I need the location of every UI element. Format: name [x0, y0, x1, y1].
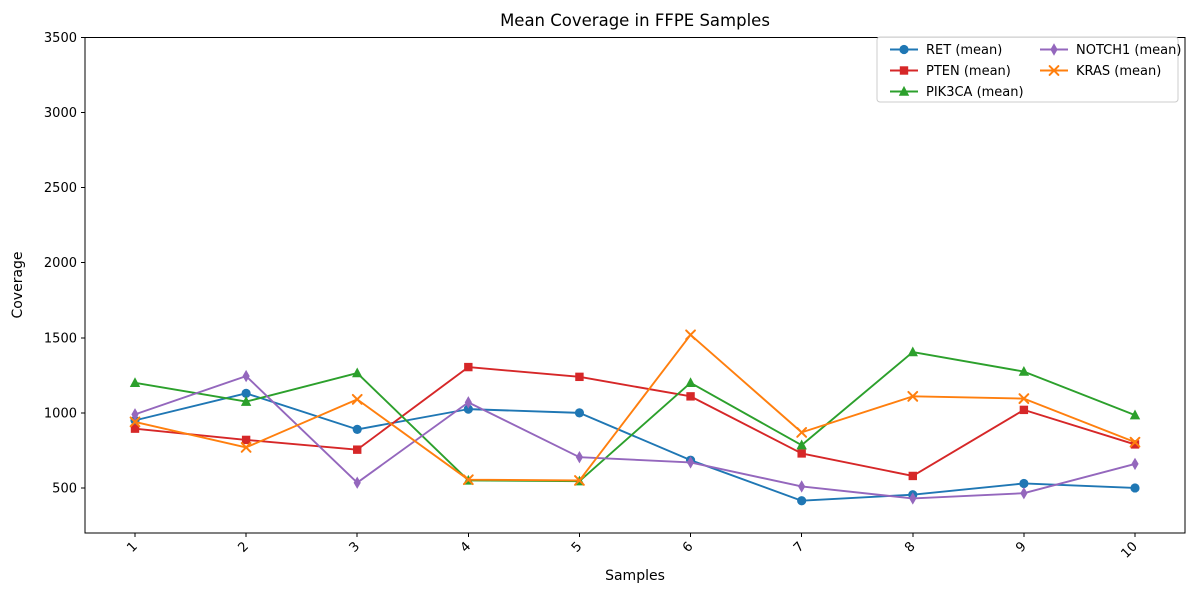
- x-axis-label: Samples: [605, 568, 665, 584]
- series-line-kras: [134, 333, 1136, 482]
- data-point-notch1: [131, 408, 139, 421]
- x-tick-label: 9: [1013, 539, 1029, 555]
- x-tick-label: 8: [902, 539, 918, 555]
- data-point-pik3ca: [240, 396, 252, 406]
- legend: RET (mean) PTEN (mean) PIK3CA (mean) NOTCH1…: [876, 36, 1181, 103]
- legend-marker-square: [899, 66, 909, 75]
- legend-label: PIK3CA (mean): [926, 85, 1024, 100]
- data-point-ret: [1019, 478, 1029, 489]
- data-point-kras: [574, 475, 585, 486]
- data-point-pten: [353, 445, 362, 454]
- plot-border: [84, 37, 1186, 534]
- data-point-pik3ca: [1129, 409, 1141, 420]
- legend-marker-x: [1048, 65, 1060, 76]
- legend-label: RET (mean): [926, 43, 1002, 58]
- data-point-kras: [462, 474, 474, 486]
- data-point-notch1: [575, 450, 584, 464]
- data-point-ret: [241, 388, 251, 398]
- x-tick-label: 7: [791, 539, 807, 555]
- data-point-kras: [685, 329, 696, 341]
- series-line-pten: [134, 366, 1136, 477]
- legend-item: PIK3CA (mean): [890, 85, 1024, 100]
- data-point-notch1: [909, 492, 917, 505]
- data-point-notch1: [798, 480, 806, 493]
- data-point-kras: [240, 442, 252, 453]
- x-tick-label: 4: [458, 539, 474, 555]
- data-point-pten: [686, 392, 695, 401]
- x-tick-label: 1: [124, 539, 140, 555]
- data-point-pten: [908, 471, 917, 481]
- data-point-ret: [1130, 483, 1140, 493]
- data-point-pten: [464, 362, 473, 372]
- data-point-kras: [129, 416, 141, 428]
- data-point-kras: [351, 393, 363, 405]
- legend-label: NOTCH1 (mean): [1076, 43, 1181, 58]
- data-point-pik3ca: [352, 367, 363, 378]
- y-tick-label: 3500: [44, 31, 77, 46]
- data-point-pten: [241, 435, 251, 445]
- data-point-ret: [352, 424, 362, 434]
- legend-item: PTEN (mean): [890, 64, 1011, 79]
- series-line-ret: [134, 392, 1136, 502]
- data-point-kras: [907, 390, 919, 402]
- data-point-pik3ca: [685, 377, 696, 388]
- legend-item: KRAS (mean): [1040, 64, 1161, 79]
- data-point-kras: [796, 426, 808, 438]
- data-point-pik3ca: [129, 377, 141, 388]
- y-tick-label: 2000: [44, 256, 77, 271]
- data-point-pten: [130, 424, 140, 433]
- data-point-pik3ca: [1018, 365, 1030, 376]
- x-tick-label: 10: [1119, 539, 1141, 561]
- x-tick-label: 5: [569, 539, 585, 555]
- y-tick-label: 3000: [44, 106, 77, 121]
- plot-area: 500 1000 1500 2000 2500 3000 3500 1 2 3 4 5 6 7 8 9 10: [44, 31, 1186, 562]
- legend-label: PTEN (mean): [926, 64, 1011, 79]
- y-tick-label: 1500: [44, 331, 77, 346]
- x-tick-label: 3: [347, 539, 363, 555]
- data-point-ret: [574, 408, 585, 418]
- y-tick-label: 1000: [44, 406, 77, 421]
- data-point-pten: [1019, 405, 1029, 415]
- data-point-pten: [797, 449, 806, 458]
- x-tick-label: 6: [680, 539, 696, 555]
- legend-item: NOTCH1 (mean): [1040, 43, 1181, 58]
- y-tick-label: 500: [52, 481, 77, 496]
- data-point-pten: [575, 372, 584, 382]
- data-point-pten: [1130, 440, 1140, 449]
- data-point-kras: [1129, 436, 1141, 448]
- data-point-notch1: [1020, 487, 1028, 500]
- y-tick-label: 2500: [44, 181, 77, 196]
- data-point-notch1: [242, 369, 250, 383]
- data-point-pik3ca: [796, 439, 807, 450]
- x-tick-label: 2: [235, 539, 251, 555]
- data-point-notch1: [1131, 457, 1139, 471]
- y-axis-label: Coverage: [10, 251, 26, 318]
- data-point-kras: [1018, 393, 1030, 405]
- data-point-notch1: [686, 456, 695, 469]
- chart-title: Mean Coverage in FFPE Samples: [500, 11, 770, 30]
- legend-marker-triangle: [898, 85, 910, 96]
- series-line-pik3ca: [134, 351, 1136, 483]
- legend-marker-circle: [899, 44, 909, 55]
- legend-marker-diamond: [1050, 43, 1058, 56]
- legend-label: KRAS (mean): [1076, 64, 1161, 79]
- data-point-ret: [463, 404, 473, 414]
- data-point-notch1: [464, 396, 472, 409]
- data-point-notch1: [353, 476, 361, 489]
- data-point-pik3ca: [907, 346, 918, 357]
- data-point-ret: [797, 496, 807, 506]
- series-line-notch1: [134, 375, 1136, 500]
- legend-item: RET (mean): [890, 43, 1002, 58]
- legend-box: [876, 36, 1179, 103]
